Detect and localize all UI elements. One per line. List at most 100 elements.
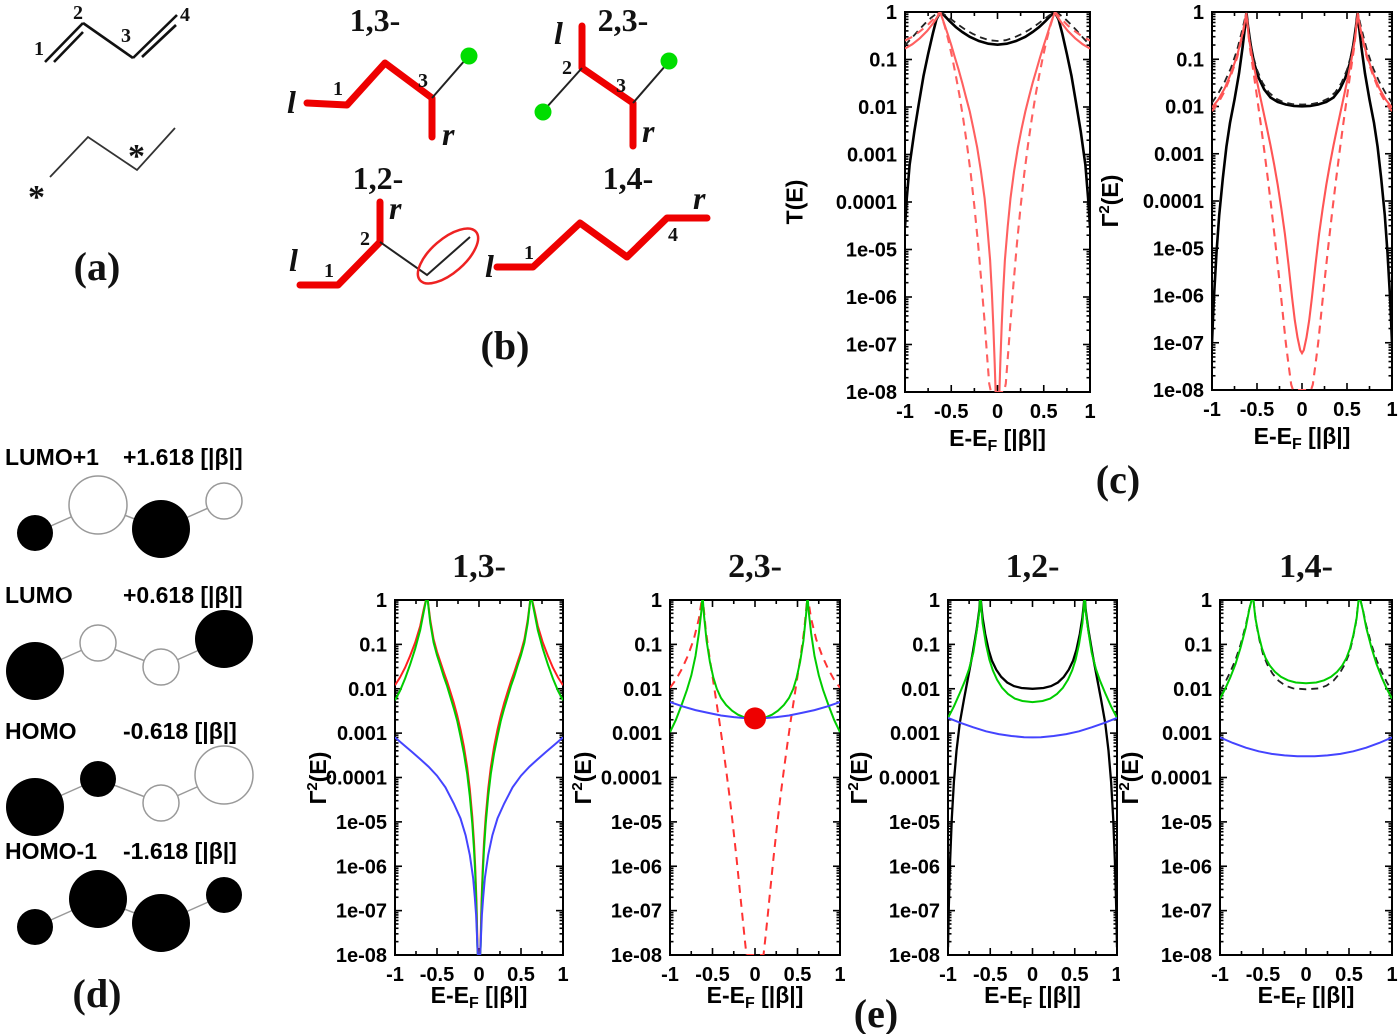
y-tick-label: 0.01: [1173, 679, 1212, 701]
lead-left-label: l: [289, 242, 298, 278]
y-tick-label: 1e-05: [1161, 812, 1212, 834]
bond-1-2: [44, 22, 84, 63]
y-tick-label: 0.0001: [1143, 191, 1204, 213]
broken-conjugation-ellipse: [416, 227, 480, 285]
orbital-row-homo1: HOMO-1 -1.618 [|β|]: [5, 838, 257, 965]
chart-c_G2: 1 0.1 0.01 0.001 0.0001 1e-05 1e-06 1e-07 1e-08-…: [1095, 0, 1400, 470]
y-tick-label: 1e-07: [889, 901, 940, 923]
y-tick-label: 1e-07: [611, 901, 662, 923]
orbital-diagram: [17, 475, 243, 558]
series-group: [1212, 12, 1392, 390]
chain-bonds: [49, 127, 176, 178]
black-solid-curve: [905, 12, 1090, 227]
y-tick-label: 1: [929, 590, 940, 612]
y-tick-label: 1: [1201, 590, 1212, 612]
y-tick-label: 0.0001: [836, 192, 897, 214]
x-tick-label: -0.5: [1246, 964, 1280, 986]
x-tick-label: 0.5: [1061, 964, 1089, 986]
bond-2-3: [82, 21, 134, 60]
conjugated-backbone: [303, 59, 436, 141]
orbital-lobe-black: [6, 778, 64, 836]
orbital-name: HOMO: [5, 718, 77, 744]
x-tick-label: 1: [834, 964, 845, 986]
plot-frame: [1219, 599, 1393, 956]
x-tick-label: 0.5: [1335, 964, 1363, 986]
red-dashed-curve: [670, 600, 840, 955]
y-axis-label: Γ2(E): [569, 751, 596, 804]
y-tick-label: 0.01: [858, 97, 897, 119]
y-tick-label: 1e-05: [611, 812, 662, 834]
x-tick-label: 1: [1111, 964, 1120, 986]
series-group: [1220, 600, 1392, 758]
y-tick-label: 1e-06: [611, 856, 662, 878]
y-tick-label: 1e-06: [889, 856, 940, 878]
black-solid-curve: [1212, 12, 1392, 343]
x-axis-label: E-EF [|β|]: [949, 425, 1046, 455]
butadiene-skeleton: 1 2 3 4: [34, 5, 190, 63]
lead-right-label: r: [642, 113, 655, 149]
y-tick-label: 1e-06: [336, 856, 387, 878]
orbital-diagram: [6, 610, 253, 700]
lead-left-label: l: [485, 248, 494, 284]
y-tick-label: 0.0001: [879, 768, 940, 790]
y-tick-label: 0.001: [1154, 144, 1204, 166]
orbital-lobe-white: [142, 784, 180, 822]
y-tick-label: 1e-06: [1153, 286, 1204, 308]
chart-e_12: 1,2- 1 0.1 0.01 0.001 0.0001 1e-05 1e-06 1e-07 1e…: [845, 548, 1120, 1034]
x-tick-label: 0: [1027, 964, 1038, 986]
y-tick-label: 0.001: [890, 723, 940, 745]
y-tick-label: 1e-08: [336, 945, 387, 967]
x-axis-label: E-EF [|β|]: [706, 982, 804, 1012]
y-tick-label: 0.001: [847, 145, 897, 167]
plot-svg: 10.10.010.0010.00011e-051e-061e-071e-08-…: [326, 590, 569, 986]
x-axis-label: E-EF [|β|]: [1253, 423, 1351, 453]
orbital-lobe-white: [68, 475, 128, 535]
orbital-lobe-white: [142, 648, 180, 686]
substituent-dot: [660, 52, 678, 70]
black-dashed-curve: [1220, 600, 1392, 692]
orbital-name: HOMO-1: [5, 838, 97, 864]
orbital-row-lumo1: LUMO+1 +1.618 [|β|]: [5, 444, 257, 571]
y-tick-label: 1e-07: [336, 901, 387, 923]
lead-left-label: l: [554, 15, 563, 51]
black-dashed-curve: [1212, 12, 1392, 106]
x-tick-label: -0.5: [934, 401, 968, 423]
y-tick-label: 0.0001: [601, 768, 662, 790]
y-tick-label: 1: [651, 590, 662, 612]
y-tick-label: 1e-07: [846, 335, 897, 357]
orbital-lobe-black: [6, 642, 64, 700]
x-axis-label: E-EF [|β|]: [430, 982, 528, 1012]
chart-title: 1,2-: [1005, 548, 1060, 585]
x-tick-label: -0.5: [1240, 399, 1274, 421]
green-solid-curve: [395, 600, 563, 955]
orbital-lobe-white: [194, 745, 254, 805]
radical-star: *: [28, 179, 45, 216]
plot-frame: [904, 11, 1091, 393]
y-axis-label: Γ2(E): [1116, 751, 1143, 804]
plot-frame: [394, 599, 564, 956]
y-tick-label: 0.01: [623, 679, 662, 701]
y-axis-label: T(E): [781, 179, 808, 225]
series-group: [905, 12, 1090, 392]
orbital-lobe-black: [132, 894, 190, 952]
plot-svg: 10.10.010.0010.00011e-051e-061e-071e-08-…: [836, 2, 1096, 423]
y-tick-label: 1e-05: [889, 812, 940, 834]
axis-ticks: [1219, 599, 1393, 956]
x-tick-label: -0.5: [420, 964, 454, 986]
x-tick-label: -0.5: [973, 964, 1007, 986]
series-group: [948, 600, 1117, 948]
blue-solid-curve: [1220, 736, 1392, 758]
orbital-name: LUMO: [5, 582, 73, 608]
radical-star: *: [128, 138, 145, 175]
y-tick-label: 0.1: [1176, 49, 1204, 71]
caption-b: (b): [480, 323, 530, 368]
x-axis-label: E-EF [|β|]: [1257, 982, 1355, 1012]
y-tick-label: 1e-07: [1161, 901, 1212, 923]
orbital-energy: +1.618 [|β|]: [123, 444, 243, 470]
y-tick-label: 1e-08: [611, 945, 662, 967]
chart-c_T: 1 0.1 0.01 0.001 0.0001 1e-05 1e-06 1e-07 1e-08-…: [755, 0, 1100, 470]
structure-13: l 1 3 r: [287, 47, 478, 150]
y-axis-label: Γ2(E): [304, 751, 331, 804]
conjugated-backbone: [493, 214, 711, 271]
